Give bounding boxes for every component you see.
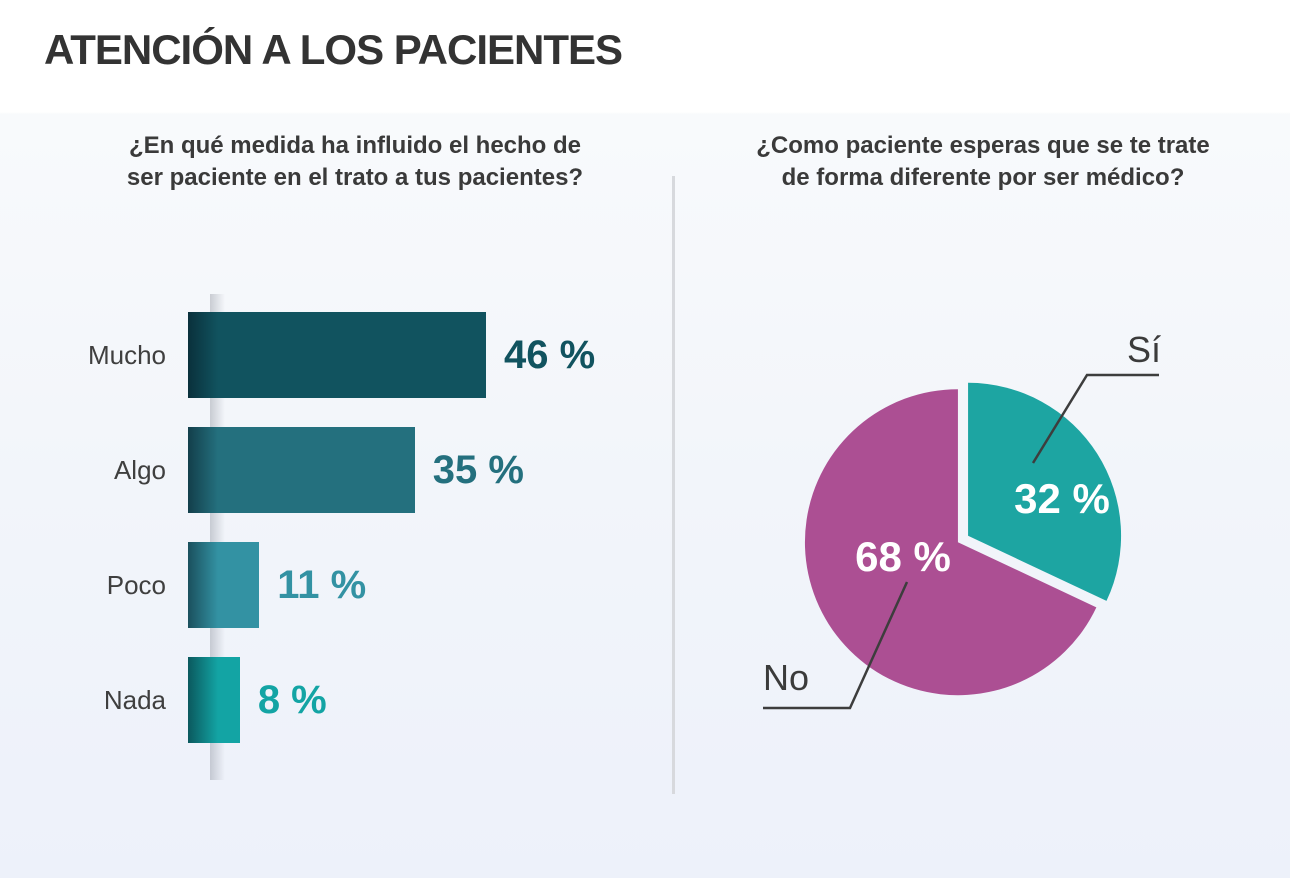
vertical-divider xyxy=(672,176,675,794)
bar-algo xyxy=(188,427,415,513)
bar-value-label: 11 % xyxy=(277,562,367,607)
bar-chart-question-line-1: ¿En qué medida ha influido el hecho de xyxy=(128,132,582,159)
bar-chart: Mucho 46 % Algo 35 % Poco 11 % Nada 8 % xyxy=(38,312,658,743)
bar-row-nada: Nada 8 % xyxy=(38,657,658,743)
pie-percentage-label-si: 32 % xyxy=(1014,475,1110,522)
bar-poco xyxy=(188,542,260,628)
bar-row-poco: Poco 11 % xyxy=(38,542,658,628)
bar-row-algo: Algo 35 % xyxy=(38,427,658,513)
pie-chart-question-line-2: de forma diferente por ser médico? xyxy=(781,164,1185,191)
leader-line-si xyxy=(1031,373,1159,464)
bar-nada xyxy=(188,657,240,743)
pie-percentage-label-no: 68 % xyxy=(855,533,951,580)
bar-chart-question-line-2: ser paciente en el trato a tus pacientes… xyxy=(126,164,584,191)
bar-mucho xyxy=(188,312,486,398)
pie-chart-question-line-1: ¿Como paciente esperas que se te trate xyxy=(756,132,1210,159)
bar-category-label: Poco xyxy=(106,569,166,600)
bar-category-label: Mucho xyxy=(87,339,166,370)
leader-line-no xyxy=(763,581,909,710)
pie-slice-no xyxy=(804,389,1097,696)
bar-category-label: Nada xyxy=(103,684,166,715)
bar-value-label: 8 % xyxy=(257,677,327,722)
bar-value-label: 46 % xyxy=(503,332,596,377)
pie-chart-question: ¿Como paciente esperas que se te trate d… xyxy=(690,130,1276,194)
bar-chart-question: ¿En qué medida ha influido el hecho de s… xyxy=(60,130,650,194)
bar-value-label: 35 % xyxy=(432,447,524,492)
pie-slice-si xyxy=(968,382,1122,601)
pie-slice-name-si: Sí xyxy=(1127,329,1161,370)
bar-row-mucho: Mucho 46 % xyxy=(38,312,658,398)
page-title: ATENCIÓN A LOS PACIENTES xyxy=(44,26,623,73)
pie-slice-name-no: No xyxy=(763,657,809,698)
bar-category-label: Algo xyxy=(113,454,166,485)
pie-chart: 32 % Sí 68 % No xyxy=(763,329,1161,710)
